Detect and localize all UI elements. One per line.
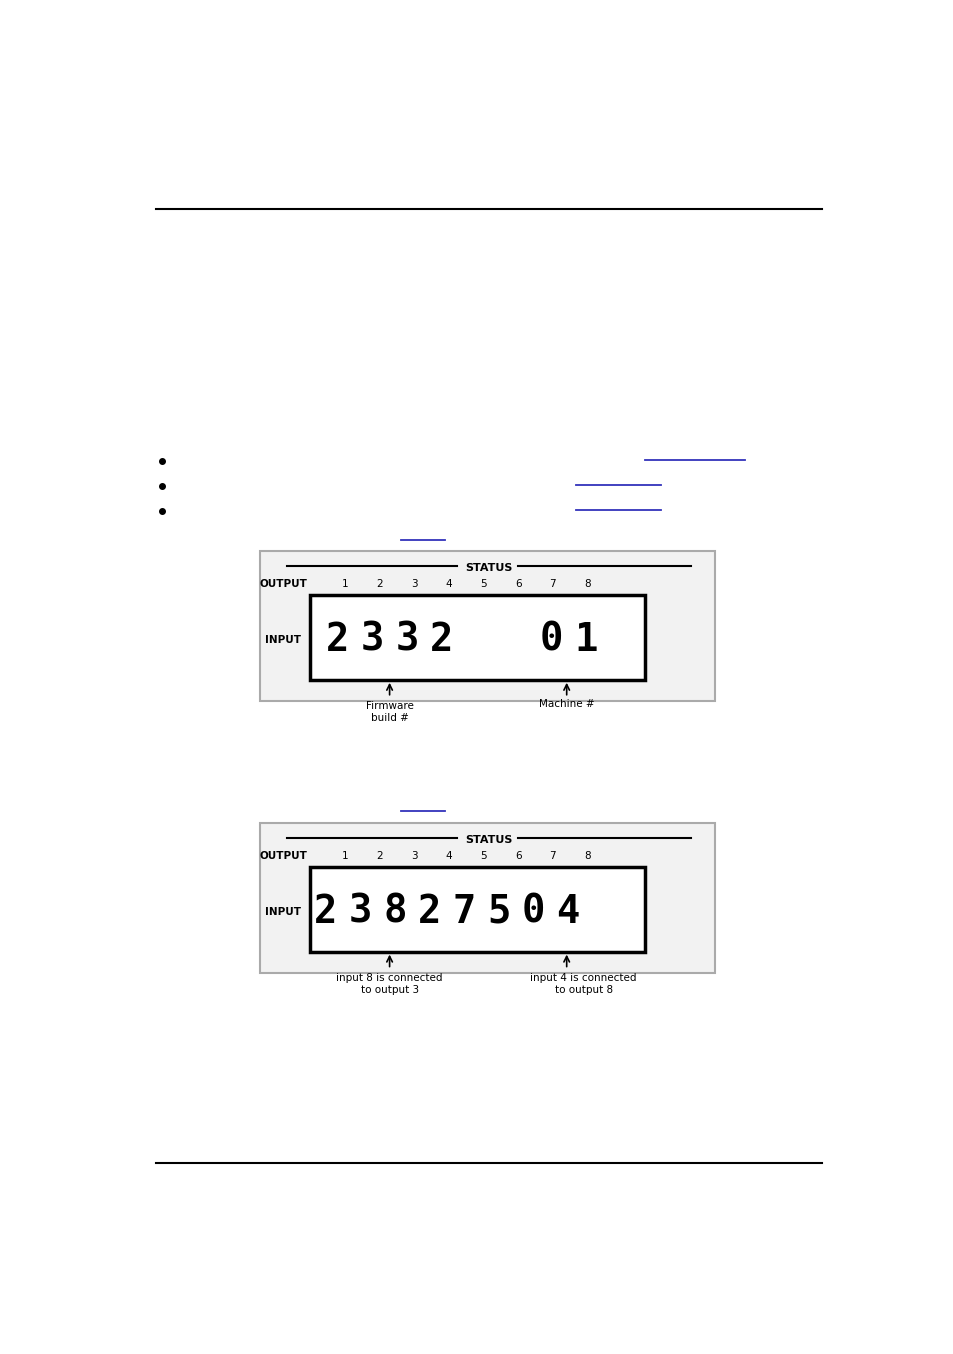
Text: 8: 8 [383, 892, 406, 930]
Text: 1: 1 [341, 580, 348, 589]
Text: 3: 3 [411, 580, 417, 589]
Text: 0: 0 [521, 892, 545, 930]
Text: 3: 3 [411, 852, 417, 861]
Text: OUTPUT: OUTPUT [259, 580, 307, 589]
Text: 6: 6 [515, 580, 521, 589]
Text: 8: 8 [583, 580, 590, 589]
Text: 6: 6 [515, 852, 521, 861]
Bar [260, 551, 714, 701]
Bar [260, 823, 714, 974]
Text: 2: 2 [314, 892, 337, 930]
Text: 3: 3 [395, 621, 418, 659]
Text: 2: 2 [325, 621, 349, 659]
Text: 2: 2 [417, 892, 441, 930]
Text: 7: 7 [549, 580, 556, 589]
Bar [310, 596, 644, 680]
Text: Firmware
build #: Firmware build # [365, 701, 413, 723]
Text: 2: 2 [375, 580, 382, 589]
Text: 4: 4 [445, 852, 452, 861]
Text: 0: 0 [539, 621, 562, 659]
Text: 2: 2 [375, 852, 382, 861]
Text: 7: 7 [549, 852, 556, 861]
Text: 4: 4 [445, 580, 452, 589]
Text: 4: 4 [556, 892, 579, 930]
Text: STATUS: STATUS [465, 563, 512, 573]
Text: INPUT: INPUT [265, 635, 301, 645]
Text: 2: 2 [430, 621, 454, 659]
Text: 7: 7 [452, 892, 476, 930]
Text: STATUS: STATUS [465, 835, 512, 845]
Text: 1: 1 [574, 621, 597, 659]
Text: 3: 3 [348, 892, 372, 930]
Text: 5: 5 [487, 892, 510, 930]
Text: INPUT: INPUT [265, 907, 301, 917]
Bar [310, 867, 644, 952]
Text: input 8 is connected
to output 3: input 8 is connected to output 3 [336, 974, 442, 995]
Text: 8: 8 [583, 852, 590, 861]
Text: input 4 is connected
to output 8: input 4 is connected to output 8 [530, 974, 637, 995]
Text: 5: 5 [479, 852, 486, 861]
Text: 1: 1 [341, 852, 348, 861]
Text: Machine #: Machine # [538, 699, 594, 709]
Text: 3: 3 [360, 621, 384, 659]
Text: OUTPUT: OUTPUT [259, 852, 307, 861]
Text: 5: 5 [479, 580, 486, 589]
